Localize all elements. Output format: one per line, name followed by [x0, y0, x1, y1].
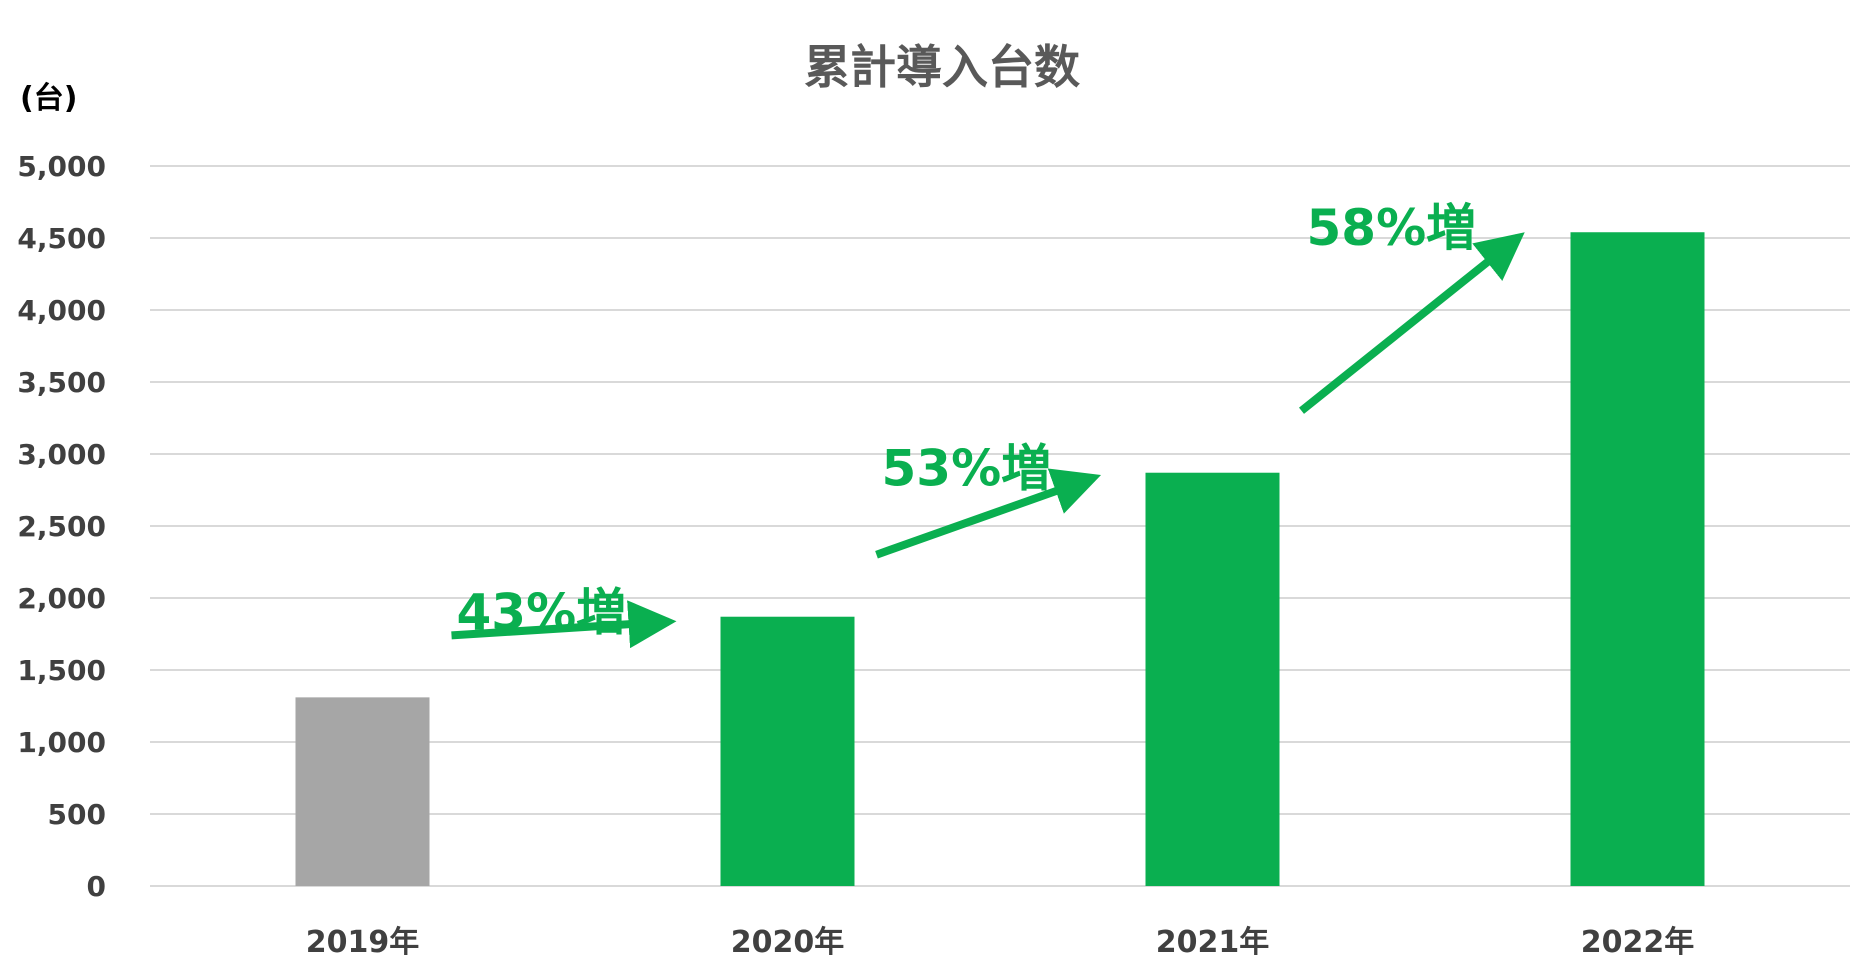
gridlines: [150, 165, 1850, 887]
y-tick-label: 0: [87, 870, 106, 903]
bar: [1145, 472, 1280, 886]
chart-title: 累計導入台数: [804, 40, 1080, 94]
growth-label: 53%増: [882, 440, 1052, 498]
y-tick-label: 4,500: [17, 222, 106, 255]
y-tick-label: 2,500: [17, 510, 106, 543]
y-tick-label: 3,500: [17, 366, 106, 399]
growth-arrow: [1299, 232, 1525, 414]
x-tick-label: 2022年: [1581, 925, 1695, 960]
growth-arrow: [875, 468, 1102, 559]
y-axis-ticks: 0 500 1,000 1,500 2,000 2,500 3,000 3,500 4,000 4…: [17, 150, 106, 903]
y-tick-label: 1,000: [17, 726, 106, 759]
x-tick-label: 2020年: [731, 925, 845, 960]
y-axis-unit-label: (台): [20, 81, 77, 116]
y-tick-label: 1,500: [17, 654, 106, 687]
growth-label: 58%増: [1307, 199, 1477, 257]
y-tick-label: 5,000: [17, 150, 106, 183]
growth-annotations: 43%増 53%増 58%増: [451, 199, 1525, 649]
x-tick-label: 2019年: [306, 925, 420, 960]
y-tick-label: 3,000: [17, 438, 106, 471]
bar: [1570, 232, 1705, 887]
y-tick-label: 500: [48, 798, 106, 831]
bars: [295, 232, 1705, 887]
x-tick-label: 2021年: [1156, 925, 1270, 960]
growth-label: 43%増: [457, 584, 627, 642]
y-tick-label: 2,000: [17, 582, 106, 615]
bar: [720, 616, 855, 886]
growth-arrow: [451, 600, 677, 649]
y-tick-label: 4,000: [17, 294, 106, 327]
bar: [295, 697, 430, 886]
x-axis-ticks: 2019年 2020年 2021年 2022年: [306, 925, 1695, 960]
